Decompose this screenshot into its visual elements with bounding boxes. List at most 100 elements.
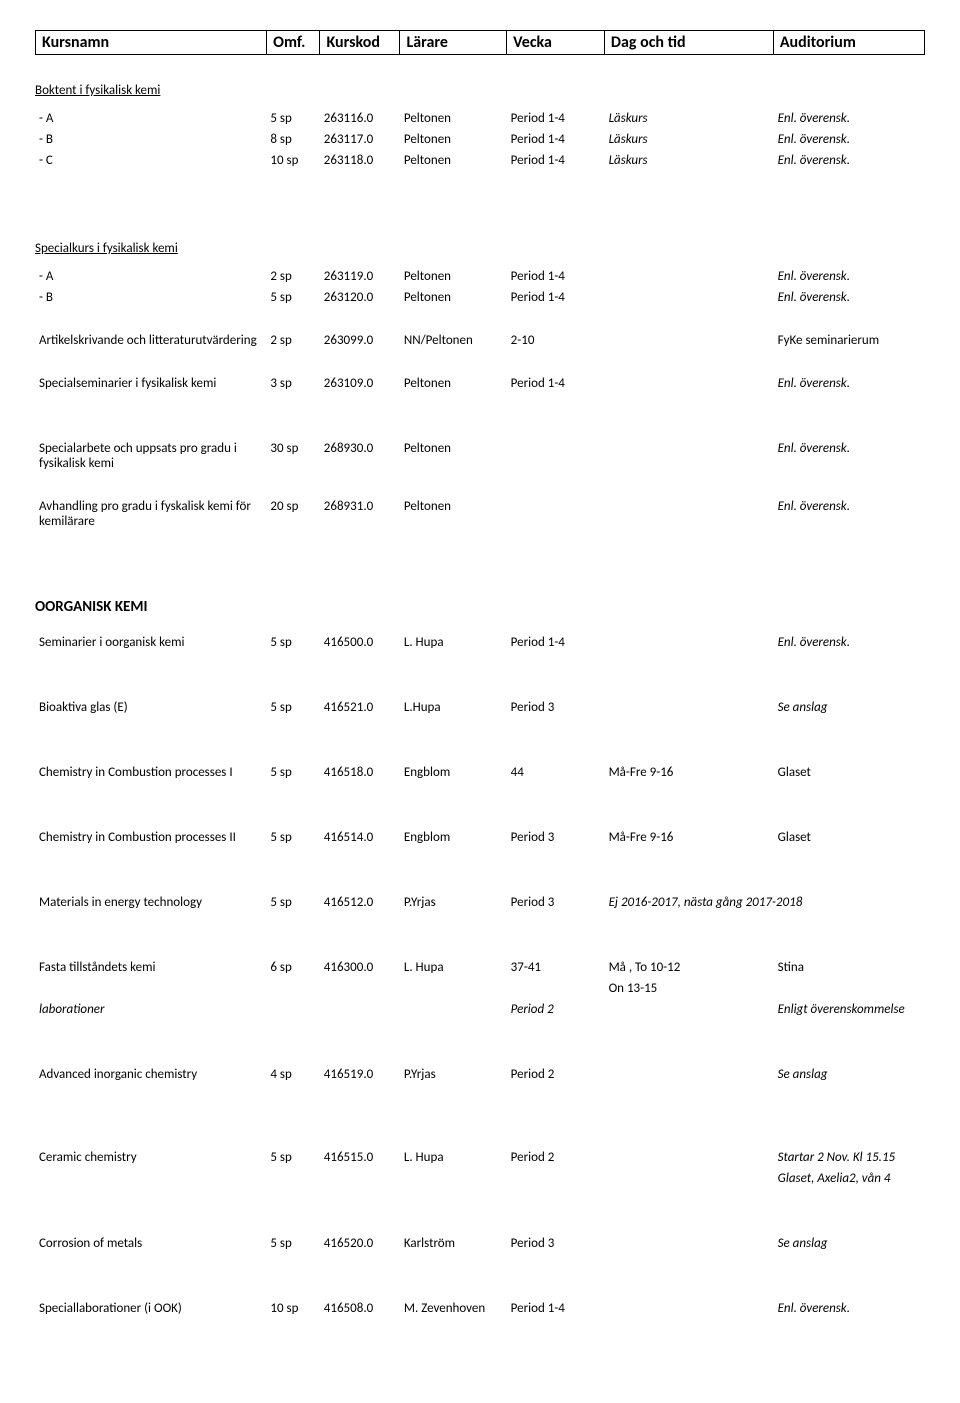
cell [266, 1168, 319, 1189]
cell: 416300.0 [320, 957, 400, 978]
cell: Period 3 [507, 1233, 605, 1254]
cell [605, 373, 774, 394]
cell: Specialseminarier i fysikalisk kemi [35, 373, 266, 394]
cell: 416519.0 [320, 1064, 400, 1085]
cell: Artikelskrivande och litteraturutvärderi… [35, 330, 266, 351]
course-table: - A5 sp263116.0PeltonenPeriod 1-4Läskurs… [35, 108, 925, 171]
cell: Ceramic chemistry [35, 1147, 266, 1168]
table-row: Chemistry in Combustion processes II5 sp… [35, 827, 925, 848]
cell: P.Yrjas [400, 892, 507, 913]
course-table: Corrosion of metals5 sp416520.0Karlström… [35, 1233, 925, 1254]
cell [400, 1168, 507, 1189]
cell [507, 496, 605, 532]
cell: - B [35, 287, 266, 308]
cell: Period 1-4 [507, 632, 605, 653]
cell: NN/Peltonen [400, 330, 507, 351]
table-row: Advanced inorganic chemistry4 sp416519.0… [35, 1064, 925, 1085]
table-row: laborationerPeriod 2Enligt överenskommel… [35, 999, 925, 1020]
cell: 5 sp [266, 762, 319, 783]
course-table: Speciallaborationer (i OOK)10 sp416508.0… [35, 1298, 925, 1319]
cell [605, 697, 774, 718]
cell: Period 3 [507, 892, 605, 913]
cell: 263118.0 [320, 150, 400, 171]
cell [605, 1233, 774, 1254]
cell: Enl. överensk. [774, 287, 925, 308]
cell: Läskurs [605, 150, 774, 171]
table-row: - A5 sp263116.0PeltonenPeriod 1-4Läskurs… [35, 108, 925, 129]
cell: Period 1-4 [507, 150, 605, 171]
cell: Enl. överensk. [774, 438, 925, 474]
cell [320, 1168, 400, 1189]
course-table: Materials in energy technology5 sp416512… [35, 892, 925, 913]
cell: - B [35, 129, 266, 150]
cell: Period 1-4 [507, 373, 605, 394]
cell [605, 330, 774, 351]
cell: Se anslag [774, 1064, 925, 1085]
cell: Glaset [774, 827, 925, 848]
cell: 5 sp [266, 1147, 319, 1168]
course-table: - A2 sp263119.0PeltonenPeriod 1-4Enl. öv… [35, 266, 925, 308]
cell: Karlström [400, 1233, 507, 1254]
course-table: Chemistry in Combustion processes II5 sp… [35, 827, 925, 848]
cell: - C [35, 150, 266, 171]
table-row: Specialarbete och uppsats pro gradu i fy… [35, 438, 925, 474]
cell: 5 sp [266, 287, 319, 308]
cell: Enl. överensk. [774, 373, 925, 394]
cell: 2-10 [507, 330, 605, 351]
cell: 416515.0 [320, 1147, 400, 1168]
course-table: Advanced inorganic chemistry4 sp416519.0… [35, 1064, 925, 1085]
cell: 416508.0 [320, 1298, 400, 1319]
table-row: Fasta tillståndets kemi6 sp416300.0L. Hu… [35, 957, 925, 978]
cell: Period 2 [507, 1147, 605, 1168]
cell: Peltonen [400, 438, 507, 474]
cell [507, 978, 605, 999]
header-dag: Dag och tid [604, 31, 773, 55]
cell [605, 1168, 774, 1189]
cell: Fasta tillståndets kemi [35, 957, 266, 978]
course-table: Artikelskrivande och litteraturutvärderi… [35, 330, 925, 351]
section-title: OORGANISK KEMI [35, 598, 925, 616]
cell: Engblom [400, 827, 507, 848]
cell: L. Hupa [400, 1147, 507, 1168]
header-table: Kursnamn Omf. Kurskod Lärare Vecka Dag o… [35, 30, 925, 55]
cell: Enl. överensk. [774, 1298, 925, 1319]
table-row: Specialseminarier i fysikalisk kemi3 sp2… [35, 373, 925, 394]
cell [605, 632, 774, 653]
cell: 44 [507, 762, 605, 783]
cell: Corrosion of metals [35, 1233, 266, 1254]
cell: Läskurs [605, 108, 774, 129]
cell: 10 sp [266, 1298, 319, 1319]
cell: Peltonen [400, 373, 507, 394]
header-omf: Omf. [267, 31, 320, 55]
cell: 416500.0 [320, 632, 400, 653]
cell: Peltonen [400, 108, 507, 129]
cell: 8 sp [266, 129, 319, 150]
table-row: Chemistry in Combustion processes I5 sp4… [35, 762, 925, 783]
cell [774, 978, 925, 999]
table-row: - B5 sp263120.0PeltonenPeriod 1-4Enl. öv… [35, 287, 925, 308]
cell: 416512.0 [320, 892, 400, 913]
cell: - A [35, 108, 266, 129]
course-table: Bioaktiva glas (E)5 sp416521.0L.HupaPeri… [35, 697, 925, 718]
cell: Läskurs [605, 129, 774, 150]
cell: On 13-15 [605, 978, 774, 999]
cell: Ej 2016-2017, nästa gång 2017-2018 [605, 892, 925, 913]
course-table: Specialarbete och uppsats pro gradu i fy… [35, 438, 925, 474]
cell [605, 266, 774, 287]
section-title: Specialkurs i fysikalisk kemi [35, 241, 925, 256]
cell: 30 sp [266, 438, 319, 474]
cell [266, 999, 319, 1020]
cell: 5 sp [266, 697, 319, 718]
cell: Period 2 [507, 1064, 605, 1085]
table-row: Corrosion of metals5 sp416520.0Karlström… [35, 1233, 925, 1254]
cell: Enl. överensk. [774, 129, 925, 150]
cell: 268930.0 [320, 438, 400, 474]
cell: Se anslag [774, 697, 925, 718]
cell: Period 1-4 [507, 129, 605, 150]
cell: Peltonen [400, 496, 507, 532]
cell: L. Hupa [400, 957, 507, 978]
cell: - A [35, 266, 266, 287]
cell: Må-Fre 9-16 [605, 827, 774, 848]
cell: 2 sp [266, 330, 319, 351]
cell [605, 496, 774, 532]
